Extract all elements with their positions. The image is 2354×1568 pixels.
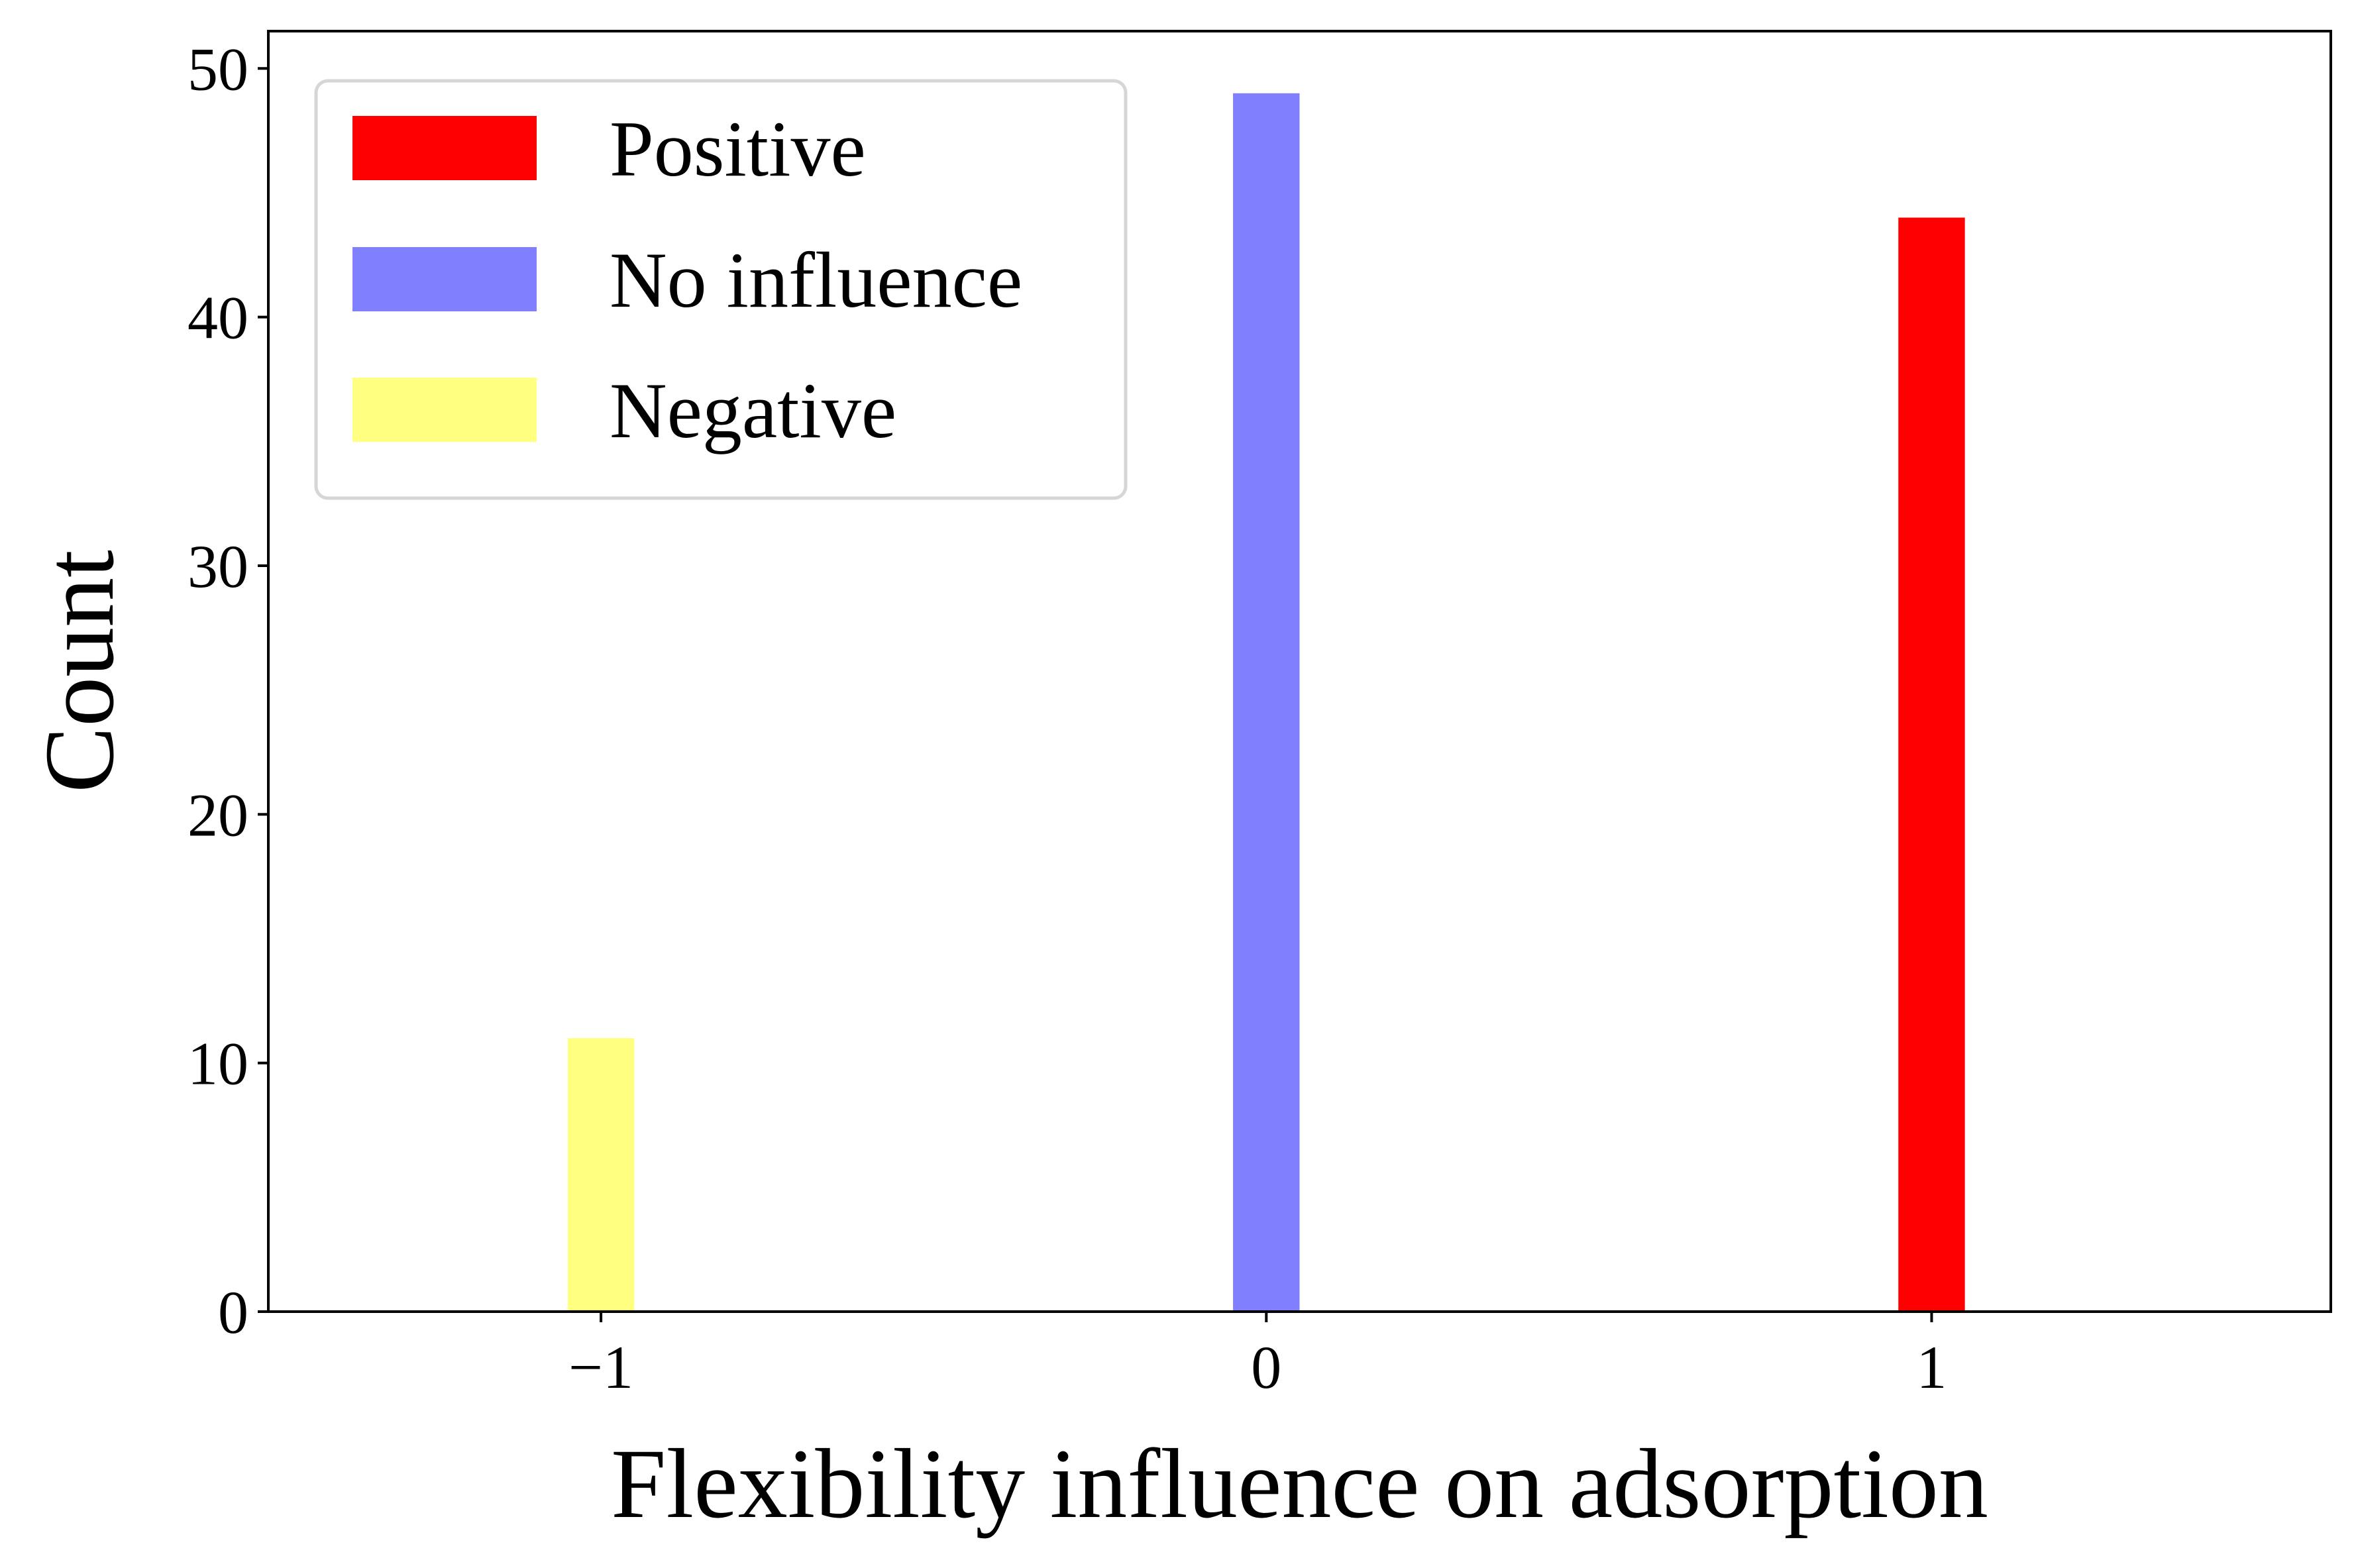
y-tick-label: 20 xyxy=(187,781,248,849)
x-axis-title: Flexibility influence on adsorption xyxy=(611,1429,1988,1539)
y-tick-label: 40 xyxy=(187,284,248,352)
bar-no-influence xyxy=(1233,93,1300,1312)
legend: Positive No influence Negative xyxy=(314,79,1128,500)
y-tick-label: 30 xyxy=(187,533,248,600)
legend-swatch-negative xyxy=(352,378,537,442)
y-tick-label: 10 xyxy=(187,1030,248,1098)
x-axis: −1 0 1 xyxy=(568,1312,1947,1401)
legend-label-no-influence: No influence xyxy=(610,236,1022,324)
y-axis-title: Count xyxy=(25,550,134,793)
legend-label-negative: Negative xyxy=(610,366,896,454)
y-tick-label: 50 xyxy=(187,35,248,103)
y-axis: 0 10 20 30 40 50 xyxy=(187,35,268,1346)
x-tick-label: −1 xyxy=(568,1333,633,1401)
y-tick-label: 0 xyxy=(218,1279,248,1346)
x-tick-label: 1 xyxy=(1916,1333,1947,1401)
legend-label-positive: Positive xyxy=(610,105,866,193)
bars-layer xyxy=(567,93,1965,1312)
x-tick-label: 0 xyxy=(1251,1333,1281,1401)
plot-frame xyxy=(267,30,2332,1313)
legend-swatch-no-influence xyxy=(352,247,537,311)
bar-negative xyxy=(567,1038,635,1312)
legend-swatch-positive xyxy=(352,116,537,180)
bar-positive xyxy=(1898,217,1965,1312)
